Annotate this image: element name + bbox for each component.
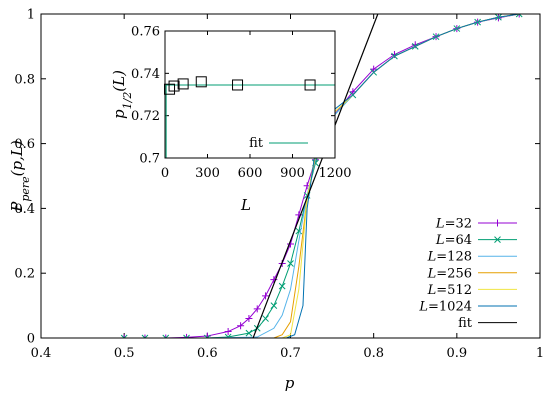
legend-label: L=256	[427, 266, 472, 281]
legend-label: L=128	[427, 250, 472, 265]
inset-plot: 0 300 600 900 1200 0.7 0.72 0.74 0.76 fit Lp1/2(L)	[110, 25, 352, 215]
plot-frame	[40, 13, 541, 339]
inset-x-tick-label: 1200	[318, 166, 351, 181]
data-point	[162, 334, 170, 338]
data-point	[245, 315, 253, 323]
series-group	[120, 14, 523, 338]
inset-y-tick-label: 0.74	[131, 67, 160, 82]
inset-y-axis-label: p1/2(L)	[110, 70, 134, 119]
inset-x-tick-label: 600	[238, 166, 263, 181]
x-tick-label: 0.9	[446, 346, 467, 361]
x-tick-label: 0.7	[280, 346, 301, 361]
data-point	[515, 14, 523, 18]
x-tick-label: 0.5	[114, 346, 135, 361]
data-point	[120, 334, 128, 338]
data-point	[262, 292, 270, 300]
inset-fit-line	[165, 84, 335, 158]
data-point	[295, 211, 303, 219]
y-tick-label: 0.2	[14, 267, 35, 282]
inset-point	[195, 76, 207, 88]
data-point	[278, 282, 286, 290]
series-line	[252, 14, 379, 338]
inset-frame	[164, 30, 336, 159]
inset-x-tick-label: 900	[280, 166, 305, 181]
inset-point	[177, 78, 189, 90]
x-axis-label: p	[285, 374, 295, 392]
legend-marker	[494, 219, 501, 227]
x-tick-label: 0.8	[363, 346, 384, 361]
data-point	[270, 276, 278, 284]
data-point	[245, 329, 253, 337]
inset-x-tick-label: 0	[161, 166, 169, 181]
data-point	[162, 334, 170, 338]
inset-point	[232, 79, 244, 91]
data-point	[224, 333, 232, 338]
data-point	[141, 334, 149, 338]
inset-y-tick-label: 0.7	[139, 152, 160, 167]
inset-y-tick-label: 0.72	[131, 109, 160, 124]
y-tick-label: 0	[27, 332, 35, 347]
data-point	[183, 334, 190, 338]
y-tick-label: 0.8	[14, 72, 35, 87]
inset-y-tick-label: 0.76	[131, 25, 160, 40]
y-axis-label: Ppere(p,L)	[8, 140, 32, 213]
main-plot: 0.4 0.5 0.6 0.7 0.8 0.9 1 0 0.2 0.4 0.6 0.8 1 p Ppere(…	[8, 8, 544, 393]
data-point	[237, 322, 245, 330]
inset-legend-label: fit	[249, 136, 264, 151]
data-point	[270, 302, 278, 309]
data-point	[253, 305, 261, 313]
inset-x-tick-label: 300	[195, 166, 220, 181]
y-tick-label: 1	[27, 8, 35, 23]
legend-marker	[494, 236, 501, 243]
y-tick-label: 0.4	[14, 202, 35, 217]
inset-point	[304, 79, 316, 91]
legend-label: L=512	[427, 283, 472, 298]
inset-background	[165, 31, 335, 158]
legend-label: L=1024	[418, 300, 472, 315]
data-point	[515, 14, 523, 18]
data-point	[262, 315, 269, 322]
data-point	[141, 334, 149, 338]
series-line	[124, 14, 520, 338]
legend-label: fit	[458, 316, 473, 331]
data-point	[203, 334, 211, 338]
data-point	[224, 328, 232, 336]
inset-x-axis-label: L	[240, 196, 251, 214]
data-point	[287, 260, 294, 267]
x-tick-label: 0.6	[197, 346, 218, 361]
legend-label: L=32	[435, 217, 472, 232]
x-tick-label: 1	[536, 346, 544, 361]
y-tick-label: 0.6	[14, 137, 35, 152]
data-point	[370, 65, 378, 73]
legend-label: L=64	[435, 233, 472, 248]
inset-point	[168, 80, 180, 92]
x-tick-label: 0.4	[31, 346, 52, 361]
data-point	[120, 334, 128, 338]
